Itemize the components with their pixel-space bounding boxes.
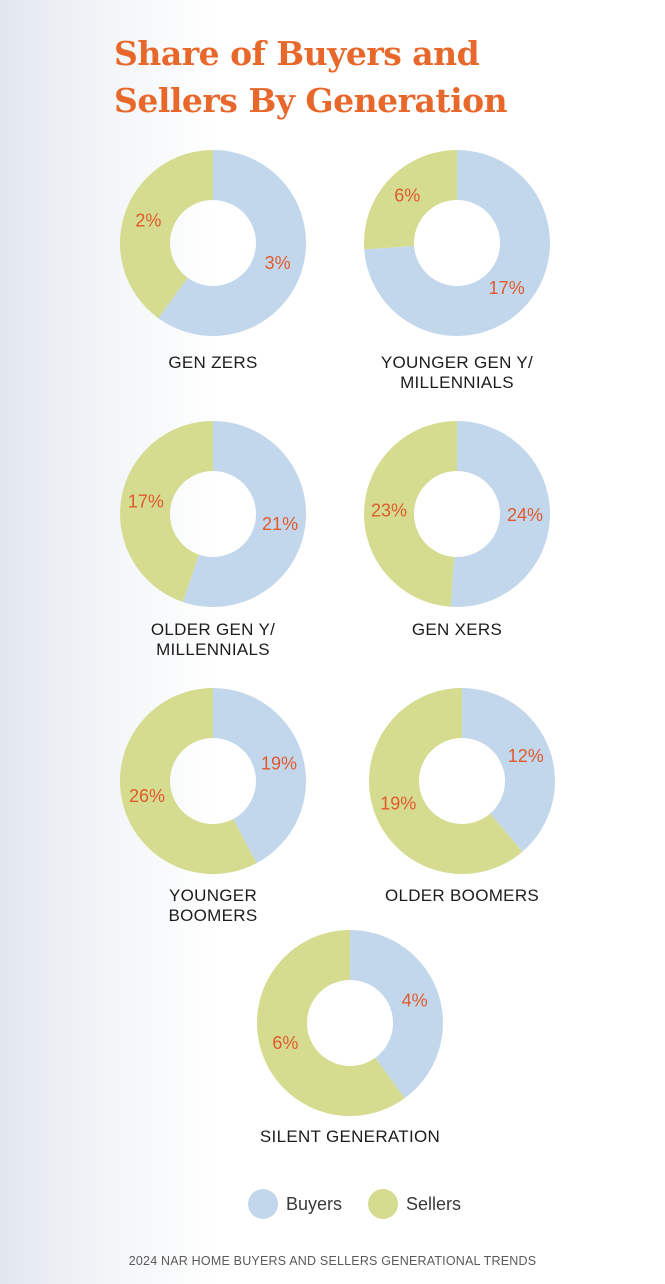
buyers-value-label: 3%: [265, 253, 291, 273]
generation-label-line: BOOMERS: [168, 906, 258, 925]
legend: Buyers Sellers: [248, 1186, 487, 1222]
generation-label-line: SILENT GENERATION: [259, 1127, 441, 1146]
legend-label-sellers: Sellers: [406, 1193, 462, 1214]
legend-item-sellers: Sellers: [368, 1189, 461, 1219]
generation-label-line: OLDER GEN Y/: [150, 620, 276, 639]
generation-label-line: GEN ZERS: [168, 353, 258, 372]
buyers-slice: [158, 150, 306, 336]
buyers-value-label: 12%: [508, 746, 544, 766]
buyers-value-label: 24%: [507, 505, 543, 525]
generation-label: YOUNGER BOOMERS: [98, 886, 328, 926]
buyers-value-label: 19%: [261, 753, 297, 773]
buyers-slice: [364, 150, 550, 336]
donut-chart-6: 4% 6%: [256, 930, 443, 1116]
sellers-slice: [120, 421, 213, 602]
buyers-value-label: 21%: [262, 514, 298, 534]
sellers-value-label: 23%: [371, 500, 407, 520]
sellers-slice: [364, 421, 457, 607]
sellers-slice: [120, 150, 213, 319]
legend-swatch-sellers: [368, 1189, 399, 1219]
chart-title: Share of Buyers and Sellers By Generatio…: [114, 30, 594, 124]
chart-title-line-2: Sellers By Generation: [114, 81, 508, 120]
donut-chart-2: 21% 17%: [120, 420, 307, 607]
donut-chart-4: 19% 26%: [119, 688, 306, 875]
sellers-value-label: 6%: [394, 185, 420, 205]
generation-label-line: GEN XERS: [411, 620, 503, 639]
sellers-slice: [364, 149, 457, 250]
sellers-value-label: 19%: [380, 793, 416, 813]
sellers-slice: [119, 688, 257, 875]
generation-label: OLDER GEN Y/MILLENNIALS: [98, 620, 328, 660]
buyers-value-label: 17%: [489, 278, 525, 298]
legend-label-buyers: Buyers: [286, 1193, 343, 1214]
buyers-slice: [213, 688, 306, 864]
generation-label: OLDER BOOMERS: [347, 886, 577, 906]
buyers-slice: [462, 688, 555, 852]
sellers-slice: [256, 930, 405, 1116]
source-note: 2024 NAR HOME BUYERS AND SELLERS GENERAT…: [128, 1254, 537, 1268]
sellers-value-label: 26%: [129, 786, 165, 806]
buyers-slice: [350, 930, 443, 1099]
legend-item-buyers: Buyers: [248, 1189, 342, 1219]
donut-chart-3: 24% 23%: [364, 421, 551, 607]
generation-label-line: YOUNGER: [168, 886, 258, 905]
generation-label: GEN XERS: [342, 620, 572, 640]
sellers-value-label: 6%: [272, 1033, 298, 1053]
generation-label: SILENT GENERATION: [235, 1127, 465, 1147]
buyers-slice: [182, 420, 307, 607]
sellers-value-label: 2%: [135, 211, 161, 231]
generation-label-line: YOUNGER GEN Y/: [380, 353, 534, 372]
sellers-slice: [369, 688, 523, 874]
donut-chart-5: 12% 19%: [369, 688, 555, 874]
buyers-value-label: 4%: [402, 991, 428, 1011]
donut-chart-1: 17% 6%: [364, 149, 550, 336]
generation-label: GEN ZERS: [98, 353, 328, 373]
generation-label-line: MILLENNIALS: [400, 373, 514, 392]
sellers-value-label: 17%: [128, 492, 164, 512]
buyers-slice: [450, 421, 551, 607]
chart-title-line-1: Share of Buyers and: [114, 34, 480, 73]
generation-label: YOUNGER GEN Y/MILLENNIALS: [342, 353, 572, 393]
donut-chart-0: 3% 2%: [120, 150, 306, 336]
generation-label-line: OLDER BOOMERS: [384, 886, 540, 905]
legend-swatch-buyers: [248, 1189, 278, 1219]
generation-label-line: MILLENNIALS: [156, 640, 270, 659]
